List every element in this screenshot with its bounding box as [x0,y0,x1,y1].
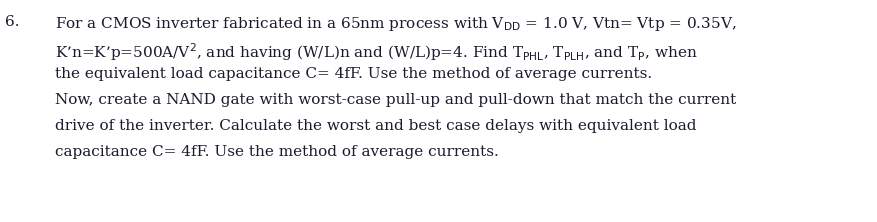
Text: the equivalent load capacitance C= 4fF. Use the method of average currents.: the equivalent load capacitance C= 4fF. … [55,67,652,81]
Text: 6.: 6. [5,15,19,29]
Text: Now, create a NAND gate with worst-case pull-up and pull-down that match the cur: Now, create a NAND gate with worst-case … [55,93,737,107]
Text: drive of the inverter. Calculate the worst and best case delays with equivalent : drive of the inverter. Calculate the wor… [55,119,696,133]
Text: For a CMOS inverter fabricated in a 65nm process with V$_{\rm DD}$ = 1.0 V, Vtn=: For a CMOS inverter fabricated in a 65nm… [55,15,737,33]
Text: K’n=K’p=500A/V$^{2}$, and having (W/L)n and (W/L)p=4. Find T$_{\rm PHL}$, T$_{\r: K’n=K’p=500A/V$^{2}$, and having (W/L)n … [55,41,697,63]
Text: capacitance C= 4fF. Use the method of average currents.: capacitance C= 4fF. Use the method of av… [55,145,499,159]
